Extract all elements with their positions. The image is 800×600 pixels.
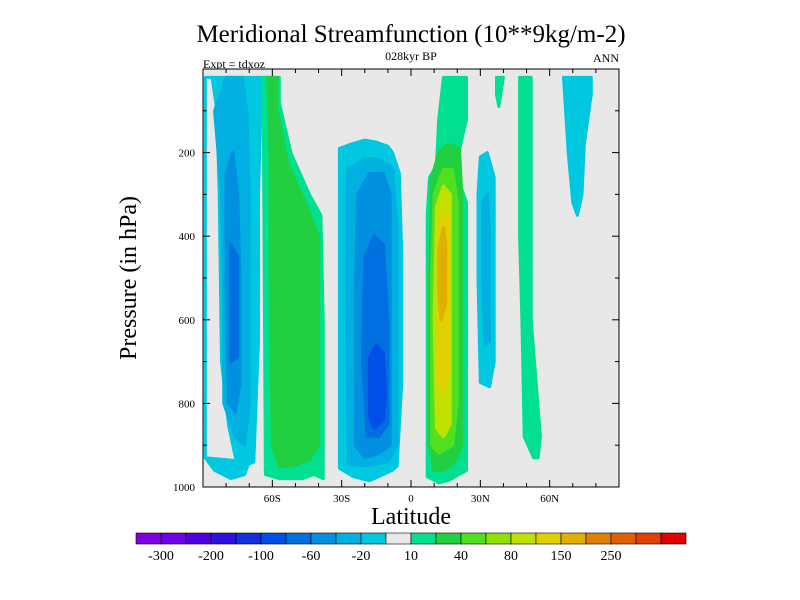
colorbar-label: -20 [352, 549, 371, 564]
contour-nh-polar-cell [562, 75, 593, 217]
x-tick-label: 60S [264, 493, 281, 505]
y-tick-label: 400 [179, 231, 196, 243]
colorbar-swatch [510, 532, 537, 545]
colorbar-swatch [585, 532, 612, 545]
contour-hadley-nh-peak [437, 226, 448, 322]
chart-subtitle: 028kyr BP [385, 49, 437, 63]
colorbar-swatch [185, 532, 212, 545]
y-tick-label: 1000 [173, 482, 196, 494]
x-tick-label: 30S [333, 493, 350, 505]
colorbar-swatch [135, 532, 162, 545]
y-tick-label: 200 [179, 148, 196, 160]
colorbar: -300 -200 -100 -60 -20 10 40 80 150 250 [135, 532, 687, 564]
colorbar-swatch [660, 532, 687, 545]
y-axis-label: Pressure (in hPa) [116, 196, 142, 360]
x-tick-label: 60N [540, 493, 559, 505]
colorbar-label: 150 [551, 549, 572, 564]
colorbar-swatch [160, 532, 187, 545]
colorbar-swatch [535, 532, 562, 545]
colorbar-label: -100 [248, 549, 274, 564]
colorbar-label: 10 [404, 549, 418, 564]
colorbar-swatch [410, 532, 437, 545]
colorbar-swatch [610, 532, 637, 545]
contour-sh-polar-cell-inner [229, 243, 240, 364]
colorbar-swatch [285, 532, 312, 545]
contour-hadley-sh-core [367, 343, 388, 430]
x-axis-label: Latitude [371, 504, 451, 530]
y-tick-label: 600 [179, 315, 196, 327]
colorbar-swatch [260, 532, 287, 545]
colorbar-label: -200 [198, 549, 224, 564]
colorbar-swatch [210, 532, 237, 545]
colorbar-label: 80 [504, 549, 518, 564]
y-ticks: 200 400 600 800 1000 [173, 110, 619, 494]
colorbar-swatch [235, 532, 262, 545]
colorbar-swatch [360, 532, 387, 545]
colorbar-swatch [385, 532, 412, 545]
colorbar-label: 40 [454, 549, 468, 564]
colorbar-swatch [635, 532, 662, 545]
chart-title: Meridional Streamfunction (10**9kg/m-2) [196, 21, 625, 48]
left-note: Expt = tdxoz [203, 57, 265, 71]
colorbar-swatch [560, 532, 587, 545]
contour-regions [203, 75, 593, 485]
colorbar-label: -60 [302, 549, 321, 564]
contour-nh-thin-strip [495, 75, 505, 109]
colorbar-swatch [335, 532, 362, 545]
x-tick-label: 30N [471, 493, 490, 505]
contour-ferrel-cell-mid [266, 75, 321, 468]
x-ticks: 60S 30S 0 30N 60N [225, 69, 597, 505]
colorbar-label: -300 [148, 549, 174, 564]
x-tick-label: 0 [408, 493, 414, 505]
contour-nh-lower-strip [518, 75, 542, 460]
colorbar-swatch [460, 532, 487, 545]
right-note: ANN [593, 51, 619, 65]
contour-nh-ferrel-inner [481, 192, 492, 347]
colorbar-swatch [435, 532, 462, 545]
colorbar-swatch [485, 532, 512, 545]
colorbar-swatch [310, 532, 337, 545]
colorbar-label: 250 [601, 549, 622, 564]
y-tick-label: 800 [179, 398, 196, 410]
